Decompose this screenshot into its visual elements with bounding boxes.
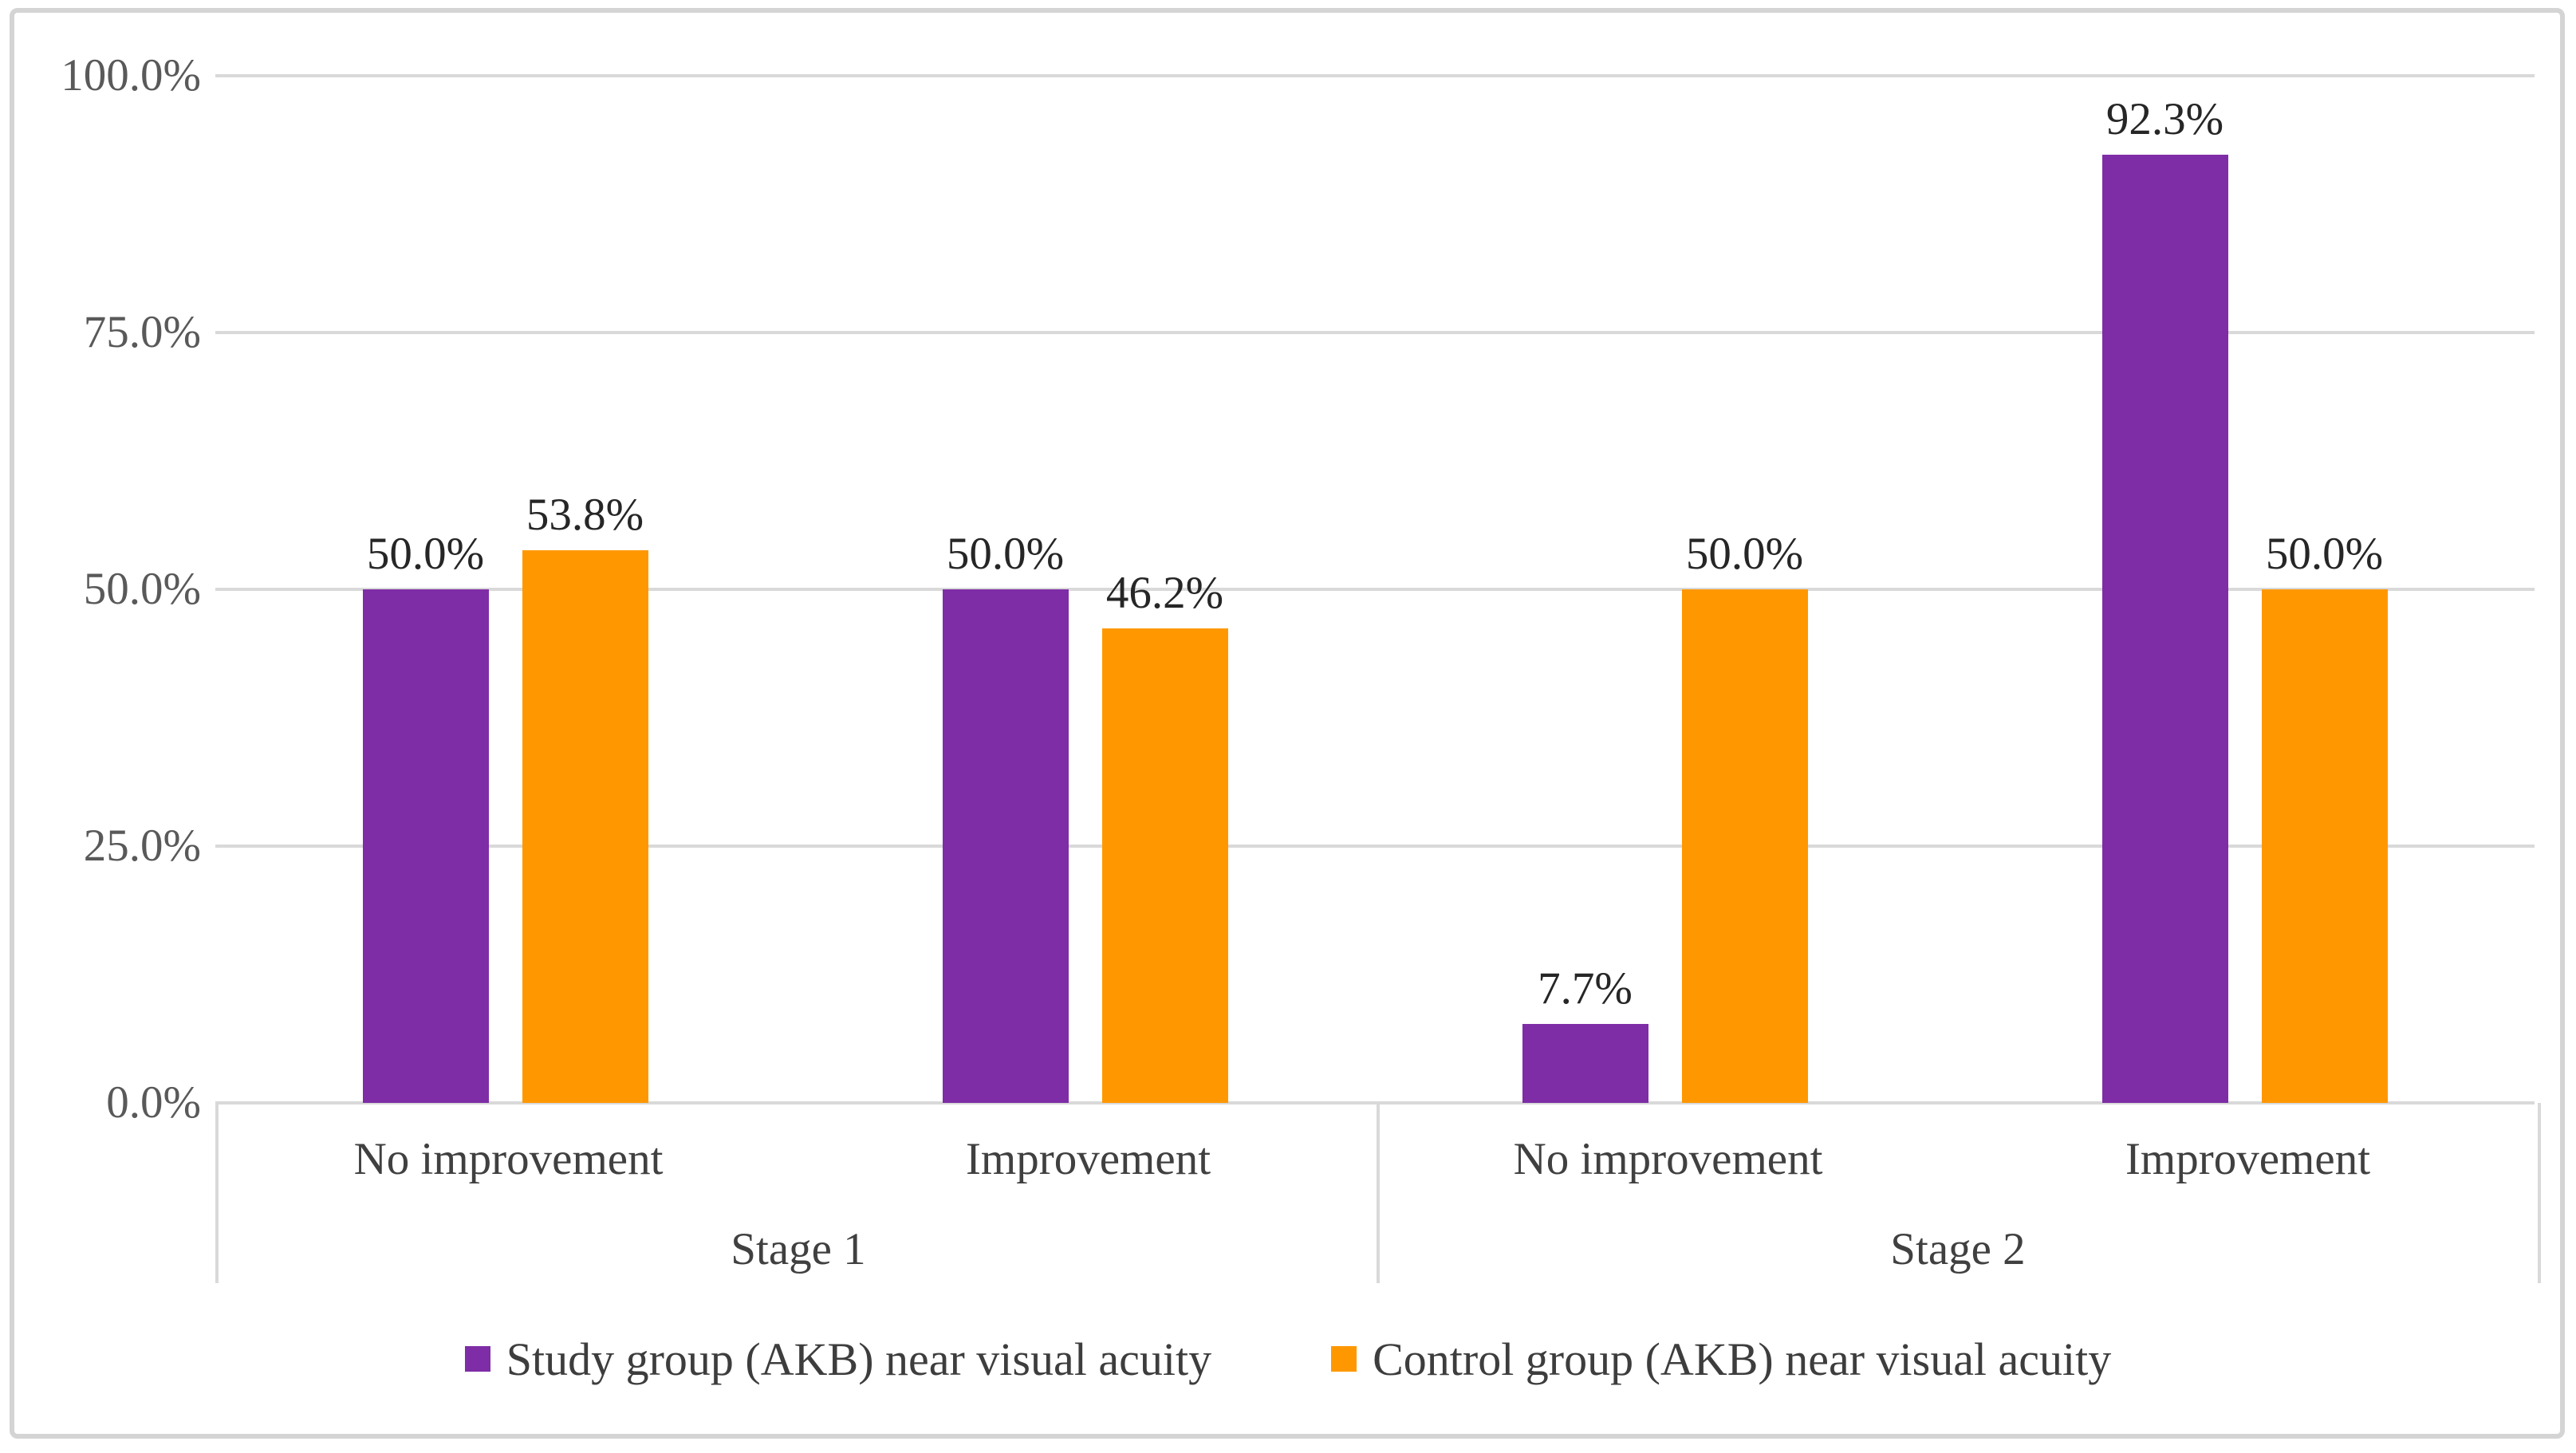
study-group-bar: 50.0% bbox=[362, 529, 489, 1103]
stage-label-row: Stage 1 Stage 2 bbox=[219, 1215, 2538, 1283]
control-group-bar: 46.2% bbox=[1101, 568, 1228, 1103]
study-group-bar: 7.7% bbox=[1522, 963, 1648, 1103]
bar-value-label: 7.7% bbox=[1538, 963, 1633, 1014]
gridline-100.0% bbox=[215, 74, 2535, 77]
bar-value-label: 50.0% bbox=[946, 529, 1065, 579]
legend-label: Study group (AKB) near visual acuity bbox=[506, 1333, 1212, 1385]
gridline-50.0% bbox=[215, 588, 2535, 591]
category-label: No improvement bbox=[353, 1133, 664, 1184]
bar-cluster-no-improvement: 7.7% 50.0% bbox=[1375, 76, 1955, 1103]
stage-label: Stage 1 bbox=[731, 1223, 866, 1274]
category-label-row: No improvement Improvement No improvement I… bbox=[219, 1103, 2538, 1215]
legend-entry-control-group: Control group (AKB) near visual acuity bbox=[1331, 1333, 2111, 1386]
y-axis-tick-label: 25.0% bbox=[83, 821, 201, 871]
y-axis-tick-label: 75.0% bbox=[83, 307, 201, 357]
gridline-0.0% bbox=[215, 1101, 2535, 1105]
category-axis: No improvement Improvement No improvement I… bbox=[215, 1103, 2541, 1283]
legend-label: Control group (AKB) near visual acuity bbox=[1373, 1333, 2112, 1385]
y-axis-tick-label: 100.0% bbox=[61, 50, 201, 100]
legend-swatch-icon bbox=[1331, 1346, 1357, 1372]
bar-value-label: 50.0% bbox=[2265, 529, 2384, 579]
plot-area: 50.0% 53.8% 50.0% 46.2% 7.7% 50.0% 92.3% 50.0% bbox=[215, 74, 2535, 1105]
study-group-bar: 92.3% bbox=[2101, 94, 2228, 1103]
category-label: No improvement bbox=[1513, 1133, 1823, 1184]
bar-value-label: 50.0% bbox=[366, 529, 485, 579]
bar-cluster-no-improvement: 50.0% 53.8% bbox=[215, 76, 795, 1103]
control-group-bar: 50.0% bbox=[2261, 529, 2388, 1103]
legend-entry-study-group: Study group (AKB) near visual acuity bbox=[464, 1333, 1212, 1386]
study-group-bar: 50.0% bbox=[942, 529, 1069, 1103]
bar-value-label: 50.0% bbox=[1685, 529, 1804, 579]
gridline-75.0% bbox=[215, 331, 2535, 334]
control-group-bar: 53.8% bbox=[522, 490, 648, 1103]
y-axis-tick-label: 50.0% bbox=[83, 564, 201, 614]
stage-divider-line bbox=[1377, 1103, 1380, 1283]
bar-value-label: 53.8% bbox=[526, 490, 644, 541]
control-group-bar: 50.0% bbox=[1681, 529, 1808, 1103]
gridline-25.0% bbox=[215, 845, 2535, 848]
category-label: Improvement bbox=[965, 1133, 1211, 1184]
bar-cluster-improvement: 50.0% 46.2% bbox=[795, 76, 1375, 1103]
legend: Study group (AKB) near visual acuity Cont… bbox=[0, 1325, 2576, 1392]
legend-swatch-icon bbox=[464, 1346, 490, 1372]
category-label: Improvement bbox=[2125, 1133, 2371, 1184]
bar-cluster-improvement: 92.3% 50.0% bbox=[1955, 76, 2535, 1103]
bar-value-label: 46.2% bbox=[1105, 567, 1224, 618]
bar-value-label: 92.3% bbox=[2105, 94, 2224, 145]
stage-label: Stage 2 bbox=[1890, 1223, 2026, 1274]
y-axis-tick-label: 0.0% bbox=[106, 1077, 201, 1128]
